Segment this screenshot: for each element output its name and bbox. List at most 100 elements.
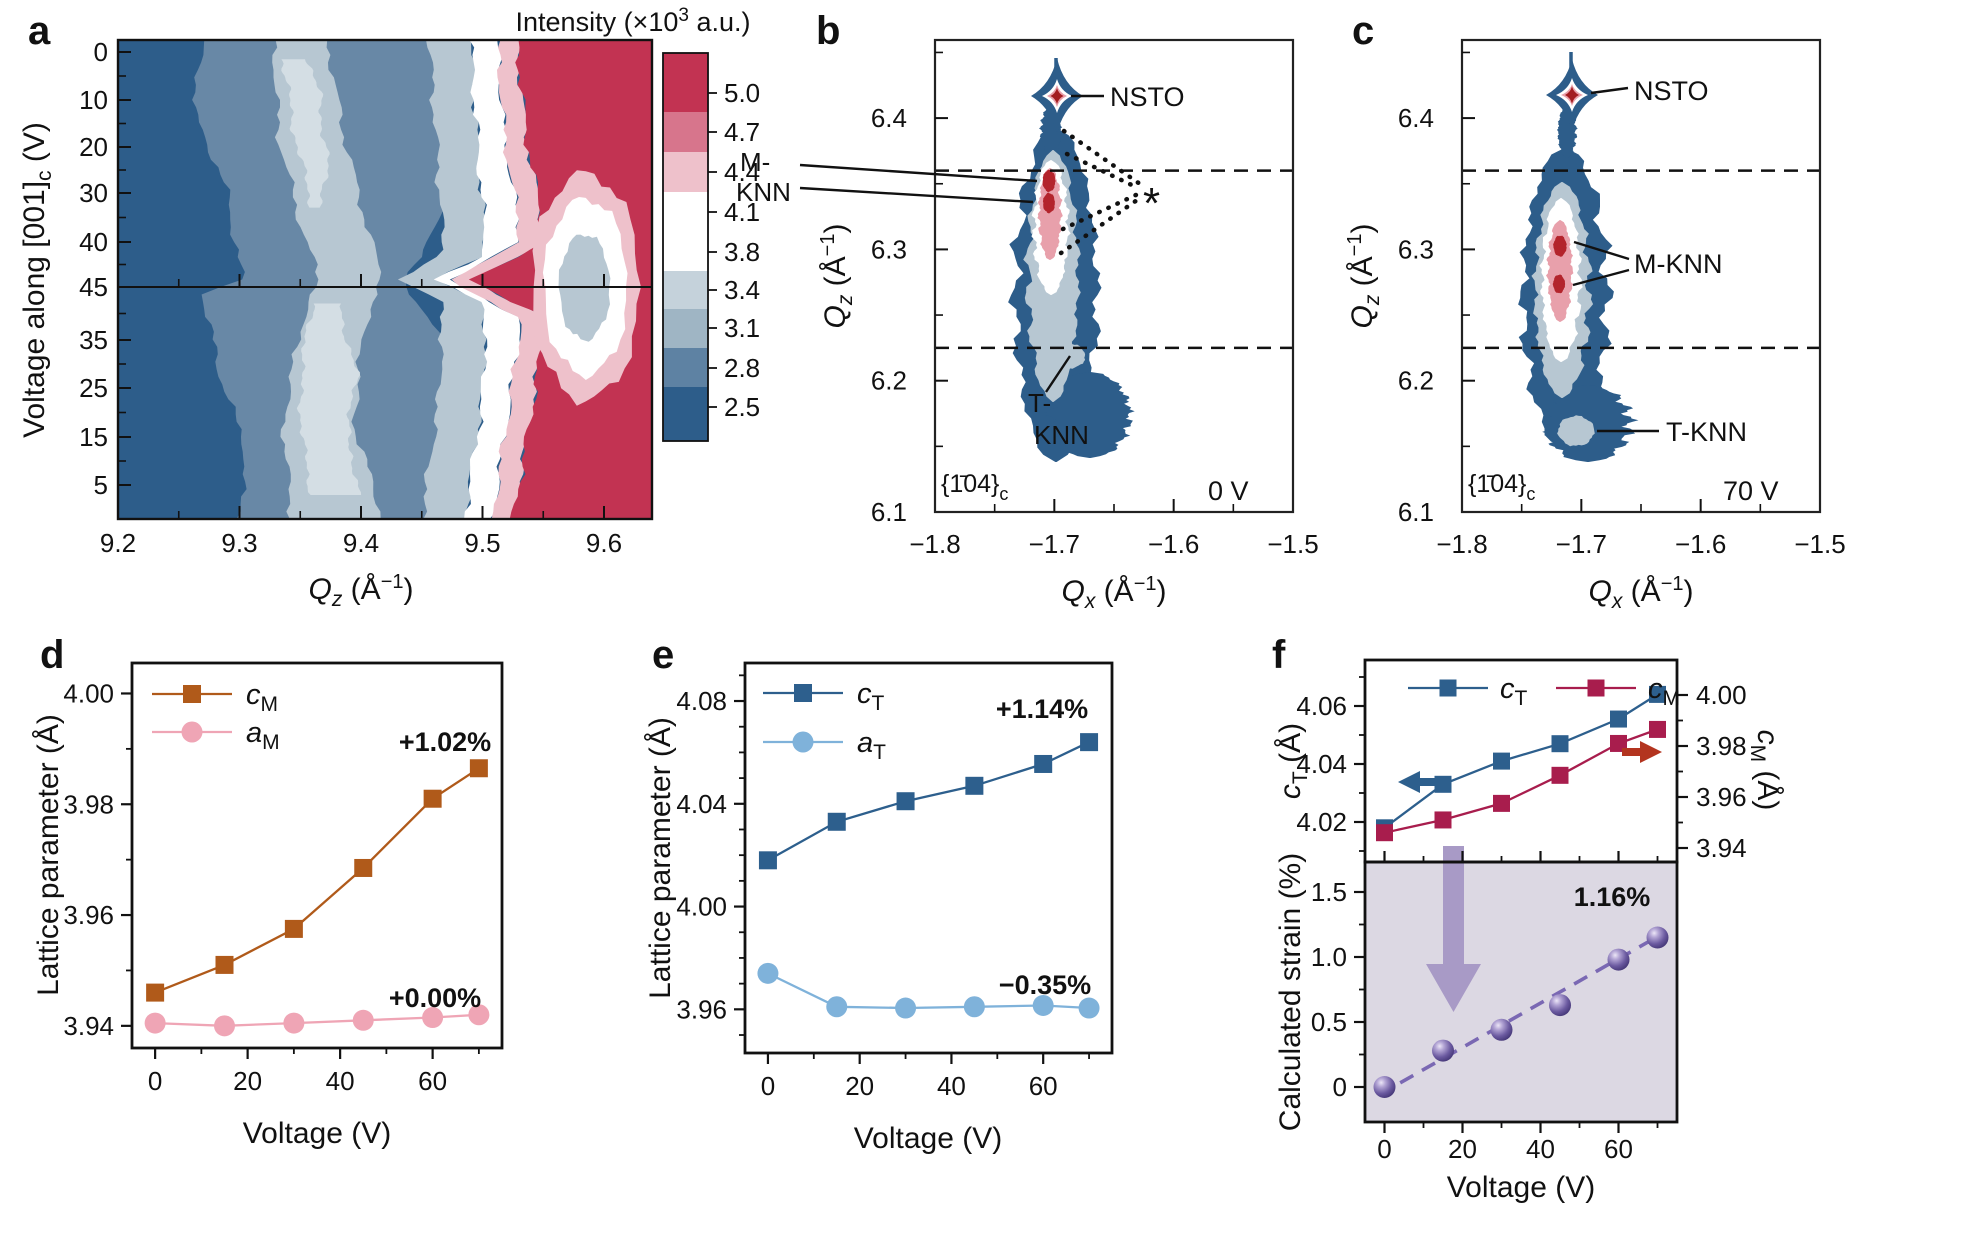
colorbar-tick-label: 5.0 xyxy=(724,78,760,108)
y-tick-label: 6.2 xyxy=(1398,366,1434,396)
mknn-pointer-line xyxy=(799,186,1034,204)
voltage-strain-arrow xyxy=(1426,846,1481,1012)
y-tick-label: 4.04 xyxy=(676,789,727,819)
tknn-pointer-line xyxy=(1045,355,1071,393)
nsto-core xyxy=(1565,86,1579,104)
y-tick-label: 40 xyxy=(79,227,108,257)
legend-marker-am xyxy=(181,721,203,743)
colorbar-segment xyxy=(663,53,708,112)
contour-band xyxy=(451,40,548,519)
y-tick-label: 6.1 xyxy=(871,497,907,527)
strain-y-tick-label: 0.5 xyxy=(1311,1007,1347,1037)
y-tick-label: 45 xyxy=(79,272,108,302)
marker-cT xyxy=(1080,733,1099,752)
marker-cM xyxy=(1551,766,1569,784)
marker-aT xyxy=(826,996,848,1018)
dotted-fan-line xyxy=(1060,191,1141,232)
strain-sphere xyxy=(1432,1039,1454,1062)
streak-pink xyxy=(1546,220,1574,322)
colorbar-segment xyxy=(663,112,708,152)
legend-marker-at xyxy=(792,731,814,753)
panel-c-xlabel: Qx (Å−1) xyxy=(1589,573,1694,613)
x-tick-label: −1.8 xyxy=(1436,529,1487,559)
y-tick-label: 0 xyxy=(94,37,108,67)
y-tick-label: 35 xyxy=(79,325,108,355)
y-tick-label: 25 xyxy=(79,373,108,403)
x-tick-label: −1.7 xyxy=(1029,529,1080,559)
panel-f-annotation-strain: 1.16% xyxy=(1574,882,1651,912)
strain-sphere xyxy=(1373,1076,1396,1098)
bottom-frame xyxy=(1363,860,1679,1124)
colorbar-tick-label: 4.1 xyxy=(724,197,760,227)
marker-cM xyxy=(1376,824,1393,842)
marker-aT xyxy=(963,996,985,1018)
marker-cM xyxy=(284,919,303,938)
panel-d-chart: 0 20 40 60 4.00 3.98 3.96 3.94 xyxy=(63,661,504,1096)
marker-cT xyxy=(1493,752,1510,770)
strain-sphere xyxy=(1490,1018,1513,1041)
marker-cT xyxy=(827,812,846,831)
y-tick-label: 15 xyxy=(79,422,108,452)
heatmap-bands xyxy=(118,40,652,519)
panel-e-legend-at: aT xyxy=(857,727,886,764)
panel-e-annotation-ct: +1.14% xyxy=(996,694,1088,724)
contour-band xyxy=(296,303,362,495)
marker-aT xyxy=(895,997,917,1019)
panel-b-ylabel: Qz (Å−1) xyxy=(817,224,857,329)
tknn-patch xyxy=(1557,415,1595,447)
strain-x-tick-label: 40 xyxy=(1526,1134,1555,1164)
mknn-pointer-line xyxy=(1573,240,1630,261)
strain-y-tick-label: 0 xyxy=(1333,1072,1347,1102)
x-tick-label: −1.6 xyxy=(1675,529,1726,559)
rsm-blobs xyxy=(1008,58,1135,462)
panel-e-ylabel: Lattice parameter (Å) xyxy=(644,717,677,999)
y-tick-label: 6.3 xyxy=(1398,234,1434,264)
marker-cM xyxy=(354,858,373,877)
chart-frame xyxy=(130,661,504,1050)
colorbar-segment xyxy=(663,348,708,387)
streak-pink xyxy=(1037,168,1063,260)
panel-b-voltage-label: 0 V xyxy=(1208,476,1249,506)
colorbar-segment xyxy=(663,192,708,271)
colorbar-tick-label: 3.4 xyxy=(724,275,760,305)
x-tick-label: 0 xyxy=(761,1071,775,1101)
colorbar-tick-label: 3.8 xyxy=(724,237,760,267)
panel-b-tknn-label-line1: T- xyxy=(1028,388,1051,418)
mknn-pointer-line xyxy=(799,163,1038,183)
mknn-peak-2 xyxy=(1552,274,1566,294)
contour-band xyxy=(281,59,330,208)
colorbar-tick-label: 2.8 xyxy=(724,353,760,383)
marker-cM xyxy=(1610,734,1627,752)
y-tick-label: 6.3 xyxy=(871,234,907,264)
panel-a-frame xyxy=(116,38,654,521)
marker-cM xyxy=(1493,794,1510,812)
strain-x-tick-label: 0 xyxy=(1377,1134,1391,1164)
right-tick-label: 3.94 xyxy=(1696,833,1747,863)
panel-b-rsm: −1.8 −1.7 −1.6 −1.5 6.4 6.3 6.2 6.1 xyxy=(799,38,1319,559)
y-tick-label: 4.00 xyxy=(63,678,114,708)
x-tick-label: 9.6 xyxy=(586,528,622,558)
marker-cT xyxy=(1610,710,1627,728)
panel-c-tknn-label: T-KNN xyxy=(1666,417,1747,447)
panel-d-annotation-cm: +1.02% xyxy=(399,727,491,757)
x-tick-label: −1.5 xyxy=(1267,529,1318,559)
marker-aM xyxy=(214,1015,235,1037)
panel-e-legend-ct: cT xyxy=(857,678,885,715)
tknn-foot xyxy=(1043,372,1135,458)
mknn-peak-1 xyxy=(1553,235,1567,257)
y-tick-label: 3.96 xyxy=(676,994,727,1024)
legend-marker-cm xyxy=(183,685,201,703)
legend-marker-cm xyxy=(1587,679,1605,697)
y-tick-label: 3.96 xyxy=(63,900,114,930)
y-tick-label: 30 xyxy=(79,178,108,208)
colorbar-tick-label: 4.4 xyxy=(724,157,760,187)
contour-island xyxy=(558,234,611,342)
strain-x-tick-label: 20 xyxy=(1448,1134,1477,1164)
panel-d-annotation-am: +0.00% xyxy=(389,983,481,1013)
panel-label-c: c xyxy=(1352,9,1374,53)
y-tick-label: 6.2 xyxy=(871,366,907,396)
rsm-blobs xyxy=(1518,52,1639,462)
panel-c-plane-label: {1̄04}c xyxy=(1468,470,1535,504)
y-tick-label: 4.00 xyxy=(676,892,727,922)
